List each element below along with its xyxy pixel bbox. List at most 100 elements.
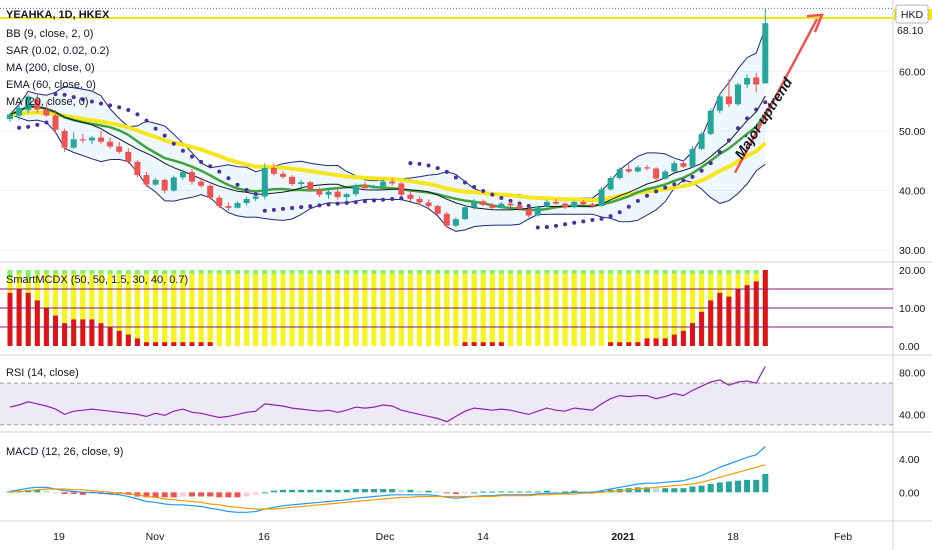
candle-body[interactable] — [43, 109, 50, 116]
candle-body[interactable] — [371, 186, 377, 189]
candle-body[interactable] — [298, 182, 305, 184]
sar-dot — [717, 150, 722, 155]
candle-body[interactable] — [125, 151, 132, 162]
rsi-pane[interactable] — [0, 366, 893, 426]
candle-body[interactable] — [553, 201, 559, 204]
candle-body[interactable] — [653, 168, 660, 179]
candle-body[interactable] — [207, 185, 214, 198]
mcdx-bar-yellow — [389, 273, 395, 346]
candle-body[interactable] — [7, 114, 13, 120]
candle-body[interactable] — [607, 178, 614, 190]
candle-body[interactable] — [525, 209, 532, 216]
candle-body[interactable] — [79, 139, 86, 141]
sar-dot — [144, 118, 149, 123]
candle-body[interactable] — [134, 161, 141, 176]
candle-body[interactable] — [507, 203, 514, 206]
candle-body[interactable] — [16, 107, 23, 116]
sar-dot — [444, 169, 449, 174]
candle-body[interactable] — [343, 194, 350, 198]
candle-body[interactable] — [571, 201, 578, 208]
candle-body[interactable] — [625, 169, 632, 172]
candle-body[interactable] — [762, 23, 769, 84]
candle-body[interactable] — [61, 131, 68, 148]
candle-body[interactable] — [680, 163, 687, 167]
candle-body[interactable] — [88, 137, 95, 141]
candle-body[interactable] — [480, 201, 487, 205]
candle-body[interactable] — [270, 167, 277, 174]
smartmcdx-pane[interactable] — [0, 270, 893, 346]
candle-body[interactable] — [52, 115, 59, 130]
candle-body[interactable] — [170, 177, 177, 191]
candle-body[interactable] — [70, 139, 77, 148]
candle-body[interactable] — [462, 207, 468, 220]
candle-body[interactable] — [716, 96, 723, 111]
candle-body[interactable] — [280, 173, 286, 177]
candle-body[interactable] — [252, 196, 259, 199]
candle-body[interactable] — [234, 203, 241, 208]
candle-body[interactable] — [589, 204, 596, 207]
macd-histogram-bar — [280, 489, 286, 493]
candle-body[interactable] — [671, 163, 678, 172]
candle-body[interactable] — [289, 176, 296, 184]
candle-body[interactable] — [562, 203, 569, 208]
candle-body[interactable] — [216, 197, 223, 207]
candle-body[interactable] — [416, 198, 423, 203]
candle-body[interactable] — [25, 96, 32, 111]
mcdx-bar-red — [753, 281, 759, 346]
candle-body[interactable] — [243, 198, 250, 204]
currency-badge[interactable] — [895, 4, 929, 24]
candle-body[interactable] — [34, 99, 41, 110]
candle-body[interactable] — [352, 185, 359, 195]
candle-body[interactable] — [443, 213, 450, 226]
candle-body[interactable] — [334, 191, 341, 198]
candle-body[interactable] — [398, 183, 405, 195]
candle-body[interactable] — [179, 172, 186, 178]
candle-body[interactable] — [707, 110, 714, 134]
candle-body[interactable] — [189, 172, 195, 182]
candle-body[interactable] — [543, 201, 550, 207]
candle-body[interactable] — [735, 84, 741, 105]
candle-body[interactable] — [389, 181, 396, 184]
candle-body[interactable] — [116, 146, 123, 152]
candle-body[interactable] — [316, 189, 323, 195]
candle-body[interactable] — [452, 219, 459, 226]
candle-body[interactable] — [407, 194, 414, 199]
candle-body[interactable] — [580, 201, 587, 205]
candle-body[interactable] — [534, 206, 541, 216]
candle-body[interactable] — [198, 181, 205, 186]
candle-body[interactable] — [307, 182, 314, 190]
candle-body[interactable] — [261, 167, 268, 197]
candle-body[interactable] — [516, 205, 523, 210]
candle-body[interactable] — [471, 201, 478, 208]
candle-body[interactable] — [98, 137, 104, 142]
candle-body[interactable] — [489, 204, 496, 208]
candle-body[interactable] — [698, 133, 705, 149]
candle-body[interactable] — [744, 78, 751, 85]
candle-body[interactable] — [616, 169, 623, 179]
candle-body[interactable] — [434, 206, 441, 214]
candle-body[interactable] — [598, 189, 605, 207]
candle-body[interactable] — [425, 202, 432, 207]
candle-body[interactable] — [325, 191, 332, 195]
price-pane[interactable] — [0, 7, 893, 251]
candle-body[interactable] — [161, 179, 168, 191]
macd-pane[interactable] — [7, 446, 769, 513]
candle-body[interactable] — [689, 148, 696, 167]
candle-body[interactable] — [498, 203, 505, 208]
candle-body[interactable] — [225, 206, 232, 208]
candle-body[interactable] — [361, 185, 368, 189]
candle-body[interactable] — [634, 167, 641, 172]
candle-body[interactable] — [662, 171, 669, 179]
candle-body[interactable] — [107, 141, 114, 147]
candle-body[interactable] — [644, 167, 650, 169]
candle-body[interactable] — [753, 77, 760, 85]
candle-body[interactable] — [725, 96, 732, 105]
candle-body[interactable] — [152, 179, 159, 185]
price-tag-last[interactable] — [894, 24, 932, 37]
candle-body[interactable] — [380, 181, 387, 187]
macd-histogram-bar — [598, 490, 605, 493]
mcdx-bar-yellow — [89, 273, 95, 346]
candle-body[interactable] — [143, 175, 150, 185]
